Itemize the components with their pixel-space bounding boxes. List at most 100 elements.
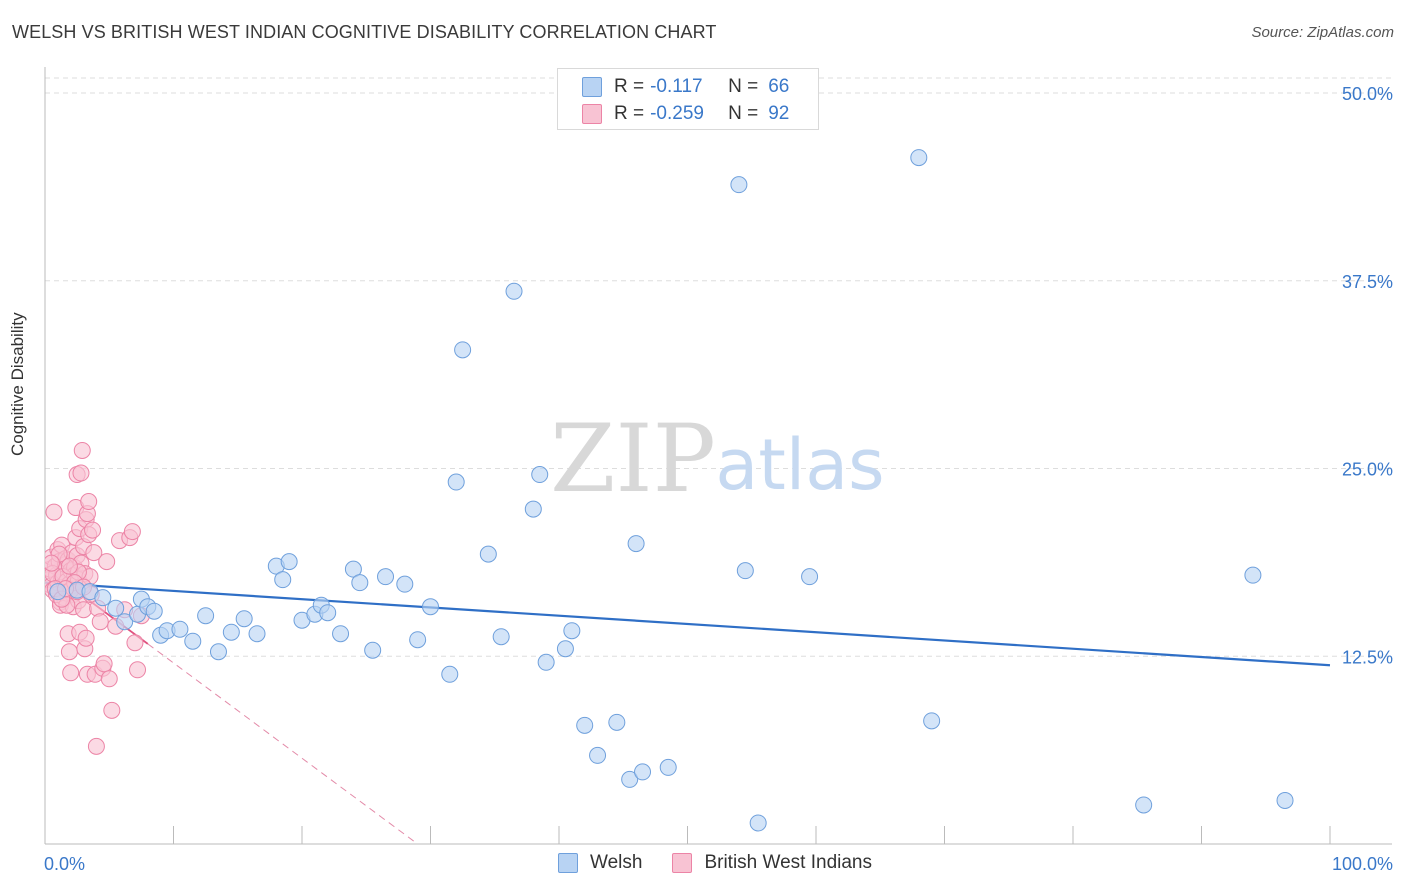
welsh-point <box>923 712 941 730</box>
welsh-point <box>332 625 350 643</box>
bwi-r-label: R = <box>614 103 645 124</box>
welsh-point <box>730 176 748 194</box>
bwi-point <box>95 655 113 673</box>
bwi-point <box>45 554 60 572</box>
bwi-point <box>126 634 144 652</box>
welsh-point <box>377 568 395 586</box>
legend-item-bwi[interactable]: British West Indians <box>672 852 872 874</box>
welsh-point <box>209 643 227 661</box>
welsh-point <box>659 758 677 776</box>
welsh-point <box>736 562 754 580</box>
welsh-point <box>116 613 134 631</box>
bwi-point <box>77 629 95 647</box>
bwi-swatch <box>582 104 602 124</box>
chart-title: WELSH VS BRITISH WEST INDIAN COGNITIVE D… <box>12 22 717 42</box>
welsh-point <box>531 466 549 484</box>
welsh-point <box>589 746 607 764</box>
bwi-point <box>75 601 93 619</box>
bwi-point <box>80 493 98 511</box>
welsh-point <box>447 473 465 491</box>
bwi-point <box>98 553 116 571</box>
correlation-legend: R = -0.117 N = 66 R = -0.259 N = 92 <box>557 68 819 130</box>
bwi-point <box>103 701 121 719</box>
welsh-point <box>364 641 382 659</box>
watermark-atlas: atlas <box>715 424 884 506</box>
x-tick-labels: 0.0% 100.0% <box>44 854 1393 874</box>
bwi-point <box>85 544 103 562</box>
bwi-n-label: N = <box>728 103 759 124</box>
welsh-points <box>49 101 1294 832</box>
welsh-point <box>563 622 581 640</box>
bwi-point <box>60 557 78 575</box>
bwi-point <box>72 464 90 482</box>
welsh-point <box>235 610 253 628</box>
bwi-legend-swatch <box>672 853 693 873</box>
welsh-swatch <box>582 77 602 97</box>
welsh-point <box>409 631 427 649</box>
x-tick-label-max: 100.0% <box>1332 854 1393 874</box>
bwi-point <box>62 664 80 682</box>
welsh-point <box>171 620 189 638</box>
welsh-point <box>1135 796 1153 814</box>
bwi-point <box>73 441 91 459</box>
welsh-point <box>145 602 163 620</box>
welsh-point <box>107 599 125 617</box>
legend-item-welsh[interactable]: Welsh <box>558 852 642 874</box>
welsh-point <box>280 553 298 571</box>
y-tick-label: 37.5% <box>1342 272 1393 292</box>
legend-row-welsh: R = -0.117 N = 66 <box>582 75 789 99</box>
bwi-point <box>100 670 118 688</box>
welsh-point <box>49 583 67 601</box>
gridlines <box>45 77 1392 657</box>
bwi-point <box>84 521 102 539</box>
welsh-point <box>222 623 240 641</box>
welsh-point <box>1244 566 1262 584</box>
welsh-point <box>197 607 215 625</box>
source-credit: Source: ZipAtlas.com <box>1251 24 1394 41</box>
watermark-zip: ZIP <box>550 405 716 514</box>
bwi-point <box>60 643 78 661</box>
y-axis-label: Cognitive Disability <box>8 312 27 456</box>
bwi-n-value: 92 <box>768 103 790 124</box>
bwi-legend-label: British West Indians <box>704 852 873 873</box>
y-tick-label: 50.0% <box>1342 84 1393 104</box>
welsh-point <box>248 625 266 643</box>
bwi-point <box>45 503 63 521</box>
bwi-point <box>129 661 147 679</box>
welsh-r-label: R = <box>614 76 645 97</box>
y-tick-labels: 12.5% 25.0% 37.5% 50.0% <box>1342 84 1393 667</box>
bwi-trend-line-dashed <box>147 643 418 845</box>
welsh-n-label: N = <box>728 76 759 97</box>
welsh-point <box>621 770 639 788</box>
welsh-legend-swatch <box>558 853 578 873</box>
welsh-point <box>274 571 292 589</box>
welsh-point <box>910 149 928 167</box>
welsh-point <box>627 535 645 553</box>
welsh-point <box>608 713 626 731</box>
welsh-point <box>576 716 594 734</box>
series-legend: Welsh British West Indians <box>558 852 902 874</box>
welsh-point <box>801 568 819 586</box>
y-tick-label: 25.0% <box>1342 460 1393 480</box>
welsh-point <box>422 598 439 616</box>
bwi-point <box>123 523 141 541</box>
welsh-point <box>479 545 497 563</box>
welsh-n-value: 66 <box>768 76 790 97</box>
welsh-point <box>454 341 472 359</box>
watermark: ZIP atlas <box>550 405 884 514</box>
welsh-point <box>94 589 112 607</box>
welsh-point <box>537 653 555 671</box>
y-tick-label: 12.5% <box>1342 647 1393 667</box>
welsh-legend-label: Welsh <box>590 852 643 873</box>
welsh-point <box>524 500 542 518</box>
welsh-point <box>396 575 414 593</box>
welsh-point <box>505 282 523 300</box>
bwi-point <box>91 613 109 631</box>
welsh-point <box>441 665 459 683</box>
welsh-point <box>556 640 574 658</box>
welsh-trend-line <box>44 581 1331 667</box>
welsh-point <box>1276 791 1294 809</box>
welsh-point <box>492 628 510 646</box>
welsh-r-value: -0.117 <box>650 76 703 97</box>
legend-row-bwi: R = -0.259 N = 92 <box>582 102 789 126</box>
